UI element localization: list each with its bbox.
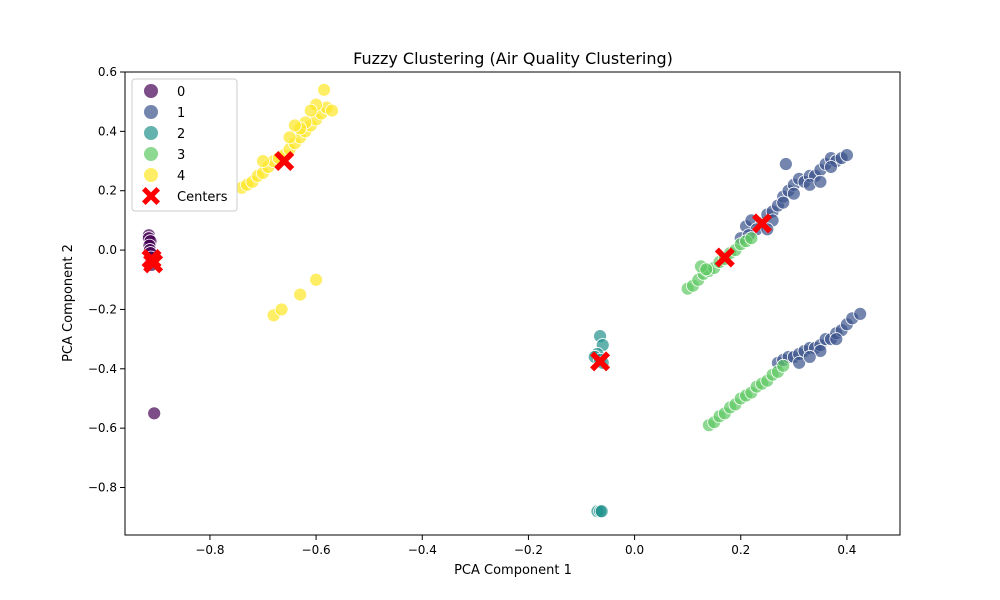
point-cluster-1-48 [792, 355, 807, 370]
y-tick-label: −0.2 [88, 302, 117, 316]
y-axis-ticks: −0.8 −0.6 −0.4 −0.2 0.0 0.2 0.4 0.6 [88, 65, 125, 495]
legend-marker-centers [142, 187, 160, 205]
point-cluster-2-8 [594, 504, 609, 519]
cluster-center-marker-1 [143, 253, 164, 274]
point-cluster-4-17 [325, 103, 339, 118]
cluster-center-marker-5 [590, 351, 611, 372]
point-cluster-4-25 [256, 154, 270, 168]
point-cluster-4-24 [303, 103, 318, 118]
legend-marker-0 [144, 84, 158, 98]
legend-label-3: 3 [177, 148, 185, 163]
legend-label-centers: Centers [177, 190, 228, 205]
x-tick-label: −0.4 [408, 543, 437, 557]
point-cluster-4-28 [293, 287, 308, 302]
legend-marker-1 [144, 105, 158, 119]
y-tick-label: 0.6 [98, 65, 117, 79]
x-tick-label: −0.8 [195, 543, 224, 557]
y-tick-label: −0.6 [88, 421, 117, 435]
legend-label-1: 1 [177, 106, 185, 121]
legend-label-0: 0 [177, 85, 185, 100]
chart-title: Fuzzy Clustering (Air Quality Clustering… [353, 49, 673, 68]
cluster-center-marker-3 [714, 247, 735, 268]
point-cluster-4-27 [274, 302, 289, 317]
point-cluster-3-29 [776, 358, 791, 373]
point-cluster-4-29 [309, 272, 323, 287]
legend-marker-4 [144, 168, 158, 182]
point-cluster-1-28 [824, 160, 838, 174]
legend-label-2: 2 [177, 127, 185, 142]
x-tick-label: 0.2 [731, 543, 750, 557]
point-cluster-4-21 [282, 130, 297, 145]
legend-label-4: 4 [177, 169, 185, 184]
y-tick-label: 0.0 [98, 243, 117, 257]
point-cluster-3-14 [699, 262, 714, 277]
x-tick-label: −0.6 [302, 543, 331, 557]
point-cluster-3-12 [744, 231, 759, 246]
point-cluster-1-19 [840, 148, 854, 163]
point-cluster-1-26 [776, 195, 791, 210]
y-tick-label: 0.2 [98, 184, 117, 198]
y-tick-label: −0.4 [88, 362, 117, 376]
point-cluster-1-49 [802, 350, 817, 364]
cluster-center-marker-4 [274, 151, 295, 172]
point-cluster-4-23 [287, 118, 302, 133]
legend-marker-3 [144, 147, 158, 161]
point-cluster-1-22 [786, 186, 801, 201]
y-tick-label: −0.8 [88, 481, 117, 495]
point-cluster-1-47 [829, 332, 844, 347]
x-axis-ticks: −0.8 −0.6 −0.4 −0.2 0.0 0.2 0.4 [195, 535, 856, 557]
legend-box [131, 78, 238, 212]
plot-frame [124, 71, 901, 536]
legend: 0 1 2 3 4 Centers [131, 78, 238, 212]
points-layer [141, 82, 868, 519]
point-cluster-1-46 [813, 344, 828, 358]
x-tick-label: 0.0 [625, 543, 644, 557]
point-cluster-1-20 [778, 157, 793, 171]
point-cluster-0-9 [147, 406, 162, 421]
y-tick-label: 0.4 [98, 124, 117, 138]
x-tick-label: −0.2 [514, 543, 543, 557]
centers-layer [141, 151, 772, 372]
cluster-center-marker-2 [751, 213, 772, 234]
y-axis-label: PCA Component 2 [61, 244, 76, 362]
legend-marker-2 [144, 126, 158, 140]
point-cluster-4-18 [317, 82, 331, 97]
point-cluster-1-45 [853, 306, 868, 321]
x-axis-label: PCA Component 1 [454, 563, 572, 578]
point-cluster-1-27 [813, 174, 828, 189]
x-tick-label: 0.4 [837, 543, 856, 557]
